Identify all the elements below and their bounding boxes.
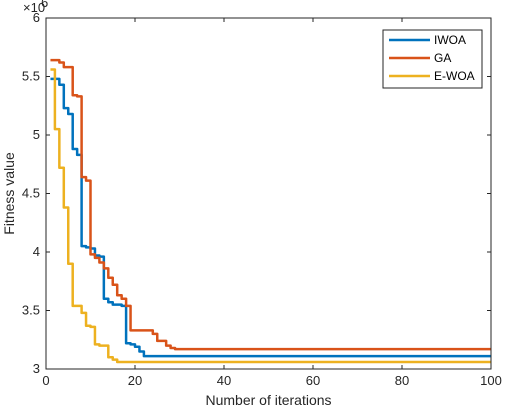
x-tick-label: 80 — [395, 373, 409, 388]
y-exponent-base: ×10 — [23, 0, 45, 15]
y-tick-label: 3 — [33, 361, 40, 376]
x-tick-label: 0 — [42, 373, 49, 388]
y-exponent-power: 6 — [41, 0, 48, 10]
legend-label-iwoa: IWOA — [434, 33, 466, 47]
y-tick-label: 4 — [33, 244, 40, 259]
y-axis-label: Fitness value — [1, 152, 17, 235]
y-tick-label: 3.5 — [22, 303, 40, 318]
legend-label-ga: GA — [434, 51, 451, 65]
series-line-ga — [50, 58, 491, 351]
x-tick-label: 40 — [217, 373, 231, 388]
legend: IWOA GA E-WOA — [382, 29, 483, 89]
x-tick-label: 100 — [480, 373, 502, 388]
tick-layer: 0 20 40 60 80 100 3 3.5 4 4.5 5 5.5 6 — [22, 10, 502, 388]
x-tick-label: 20 — [128, 373, 142, 388]
series-line-e-woa — [50, 68, 491, 364]
x-axis-label: Number of iterations — [205, 392, 331, 408]
y-tick-label: 4.5 — [22, 186, 40, 201]
y-tick-label: 5 — [33, 127, 40, 142]
series-layer — [50, 58, 491, 364]
series-line-iwoa — [50, 77, 491, 358]
x-tick-label: 60 — [306, 373, 320, 388]
y-tick-label: 5.5 — [22, 69, 40, 84]
legend-label-e-woa: E-WOA — [434, 69, 475, 83]
y-tick-label: 6 — [33, 10, 40, 25]
